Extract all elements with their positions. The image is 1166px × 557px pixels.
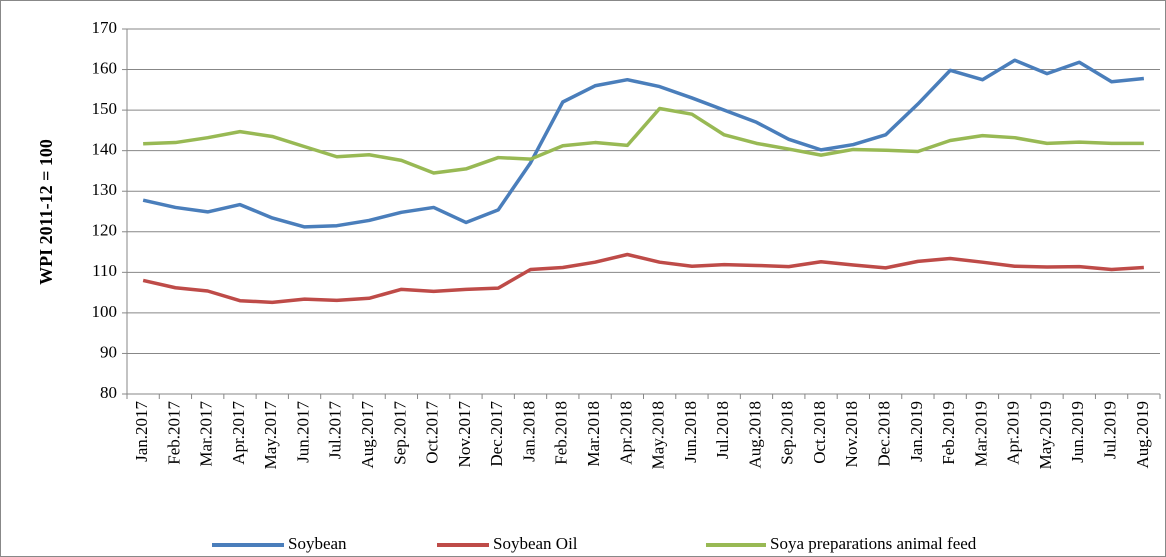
y-tick-label: 80 bbox=[100, 383, 117, 402]
x-tick-label: Jul.2019 bbox=[1100, 401, 1119, 459]
x-tick-label: Jul.2017 bbox=[326, 401, 345, 460]
series-line bbox=[142, 58, 1145, 229]
x-tick-label: Dec.2018 bbox=[875, 401, 894, 467]
x-tick-label: Nov.2018 bbox=[842, 401, 861, 467]
x-tick-label: Jul.2018 bbox=[713, 401, 732, 459]
x-tick-label: Feb.2017 bbox=[164, 401, 183, 465]
y-tick-label: 170 bbox=[92, 18, 118, 37]
x-tick-label: Oct.2017 bbox=[423, 401, 442, 464]
x-tick-label: Sep.2017 bbox=[390, 401, 409, 465]
x-tick-label: Feb.2019 bbox=[939, 401, 958, 465]
x-tick-label: Feb.2018 bbox=[552, 401, 571, 465]
y-axis-label: WPI 2011-12 = 100 bbox=[36, 139, 56, 285]
x-tick-label: May.2017 bbox=[261, 401, 280, 470]
x-tick-label: Jan.2017 bbox=[132, 401, 151, 462]
x-tick-label: Apr.2019 bbox=[1004, 401, 1023, 465]
x-tick-label: Jan.2019 bbox=[907, 401, 926, 462]
x-tick-label: Apr.2018 bbox=[616, 401, 635, 465]
legend-label: Soya preparations animal feed bbox=[770, 534, 977, 553]
x-tick-label: Jun.2019 bbox=[1068, 401, 1087, 463]
series-line bbox=[142, 252, 1144, 305]
y-tick-label: 110 bbox=[92, 261, 117, 280]
x-tick-label: May.2018 bbox=[649, 401, 668, 469]
x-tick-label: Sep.2018 bbox=[778, 401, 797, 465]
x-tick-label: Aug.2018 bbox=[745, 401, 764, 469]
x-tick-label: Oct.2018 bbox=[810, 401, 829, 464]
x-tick-label: Apr.2017 bbox=[229, 401, 248, 465]
legend-label: Soybean Oil bbox=[493, 534, 578, 553]
y-tick-label: 90 bbox=[100, 342, 117, 361]
x-tick-label: Dec.2017 bbox=[487, 401, 506, 467]
y-tick-label: 140 bbox=[92, 140, 118, 159]
y-tick-label: 100 bbox=[92, 302, 118, 321]
x-tick-label: Jun.2018 bbox=[681, 401, 700, 463]
x-tick-label: Jun.2017 bbox=[293, 401, 312, 463]
legend-label: Soybean bbox=[288, 534, 347, 553]
x-tick-label: Nov.2017 bbox=[455, 401, 474, 468]
x-tick-label: Mar.2017 bbox=[197, 401, 216, 467]
series-line bbox=[143, 106, 1144, 175]
x-tick-label: Aug.2019 bbox=[1133, 401, 1152, 469]
y-tick-label: 130 bbox=[92, 180, 118, 199]
y-tick-label: 160 bbox=[92, 58, 118, 77]
x-tick-label: Mar.2019 bbox=[971, 401, 990, 467]
x-tick-label: Mar.2018 bbox=[584, 401, 603, 467]
x-tick-label: May.2019 bbox=[1036, 401, 1055, 469]
x-tick-label: Aug.2017 bbox=[358, 401, 377, 469]
y-tick-label: 120 bbox=[92, 221, 118, 240]
x-tick-label: Jan.2018 bbox=[519, 401, 538, 462]
y-tick-label: 150 bbox=[92, 99, 118, 118]
